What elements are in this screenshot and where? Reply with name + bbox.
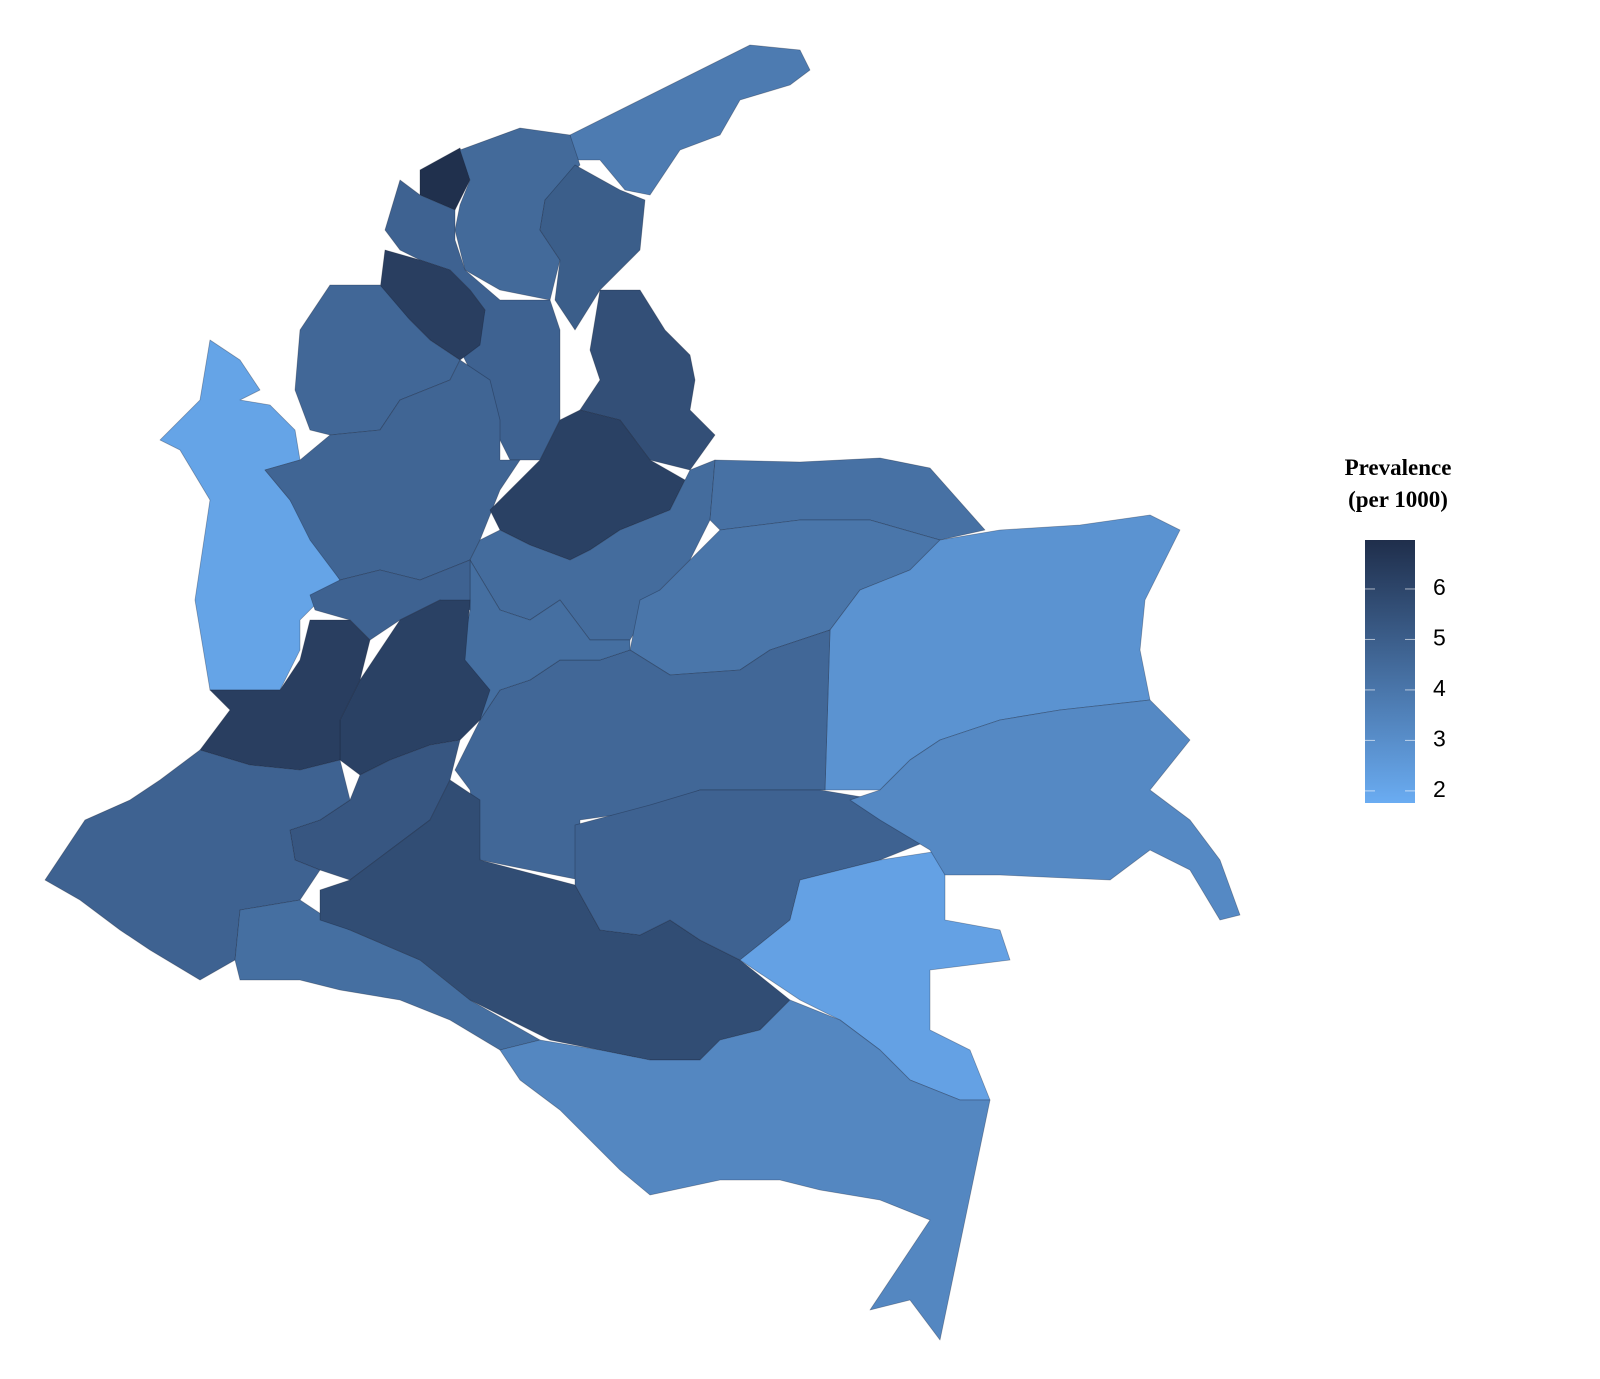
region <box>499 999 991 1341</box>
region <box>454 127 581 301</box>
region <box>159 339 341 691</box>
region <box>539 164 646 331</box>
legend: Prevalence (per 1000) 2 3 4 5 6 <box>1345 455 1452 803</box>
colorbar <box>1365 540 1415 803</box>
region <box>579 289 716 471</box>
region <box>419 147 471 211</box>
tick-label: 5 <box>1433 625 1446 651</box>
tick-label: 2 <box>1433 776 1446 802</box>
region <box>569 44 811 196</box>
legend-title: Prevalence <box>1345 455 1452 480</box>
legend-title: (per 1000) <box>1348 487 1448 512</box>
region <box>849 699 1241 921</box>
tick-label: 4 <box>1433 675 1446 701</box>
region <box>264 359 521 581</box>
tick-label: 3 <box>1433 725 1446 751</box>
regions <box>44 44 1241 1341</box>
region <box>739 849 1011 1101</box>
tick-label: 6 <box>1433 574 1446 600</box>
